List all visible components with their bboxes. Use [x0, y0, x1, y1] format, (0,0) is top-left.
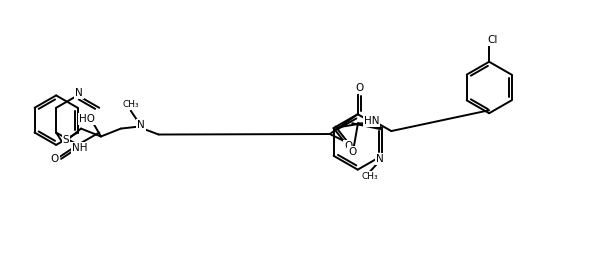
Text: CH₃: CH₃ — [362, 172, 378, 181]
Text: S: S — [63, 135, 69, 146]
Text: HO: HO — [79, 114, 95, 124]
Text: O: O — [356, 82, 364, 92]
Text: N: N — [75, 88, 83, 98]
Text: N: N — [376, 154, 384, 164]
Text: O: O — [51, 154, 59, 164]
Text: O: O — [344, 141, 352, 151]
Text: CH₃: CH₃ — [122, 100, 139, 109]
Text: N: N — [137, 120, 144, 130]
Text: Cl: Cl — [487, 35, 497, 45]
Text: HN: HN — [364, 116, 379, 126]
Text: NH: NH — [72, 143, 87, 153]
Text: O: O — [349, 147, 356, 157]
